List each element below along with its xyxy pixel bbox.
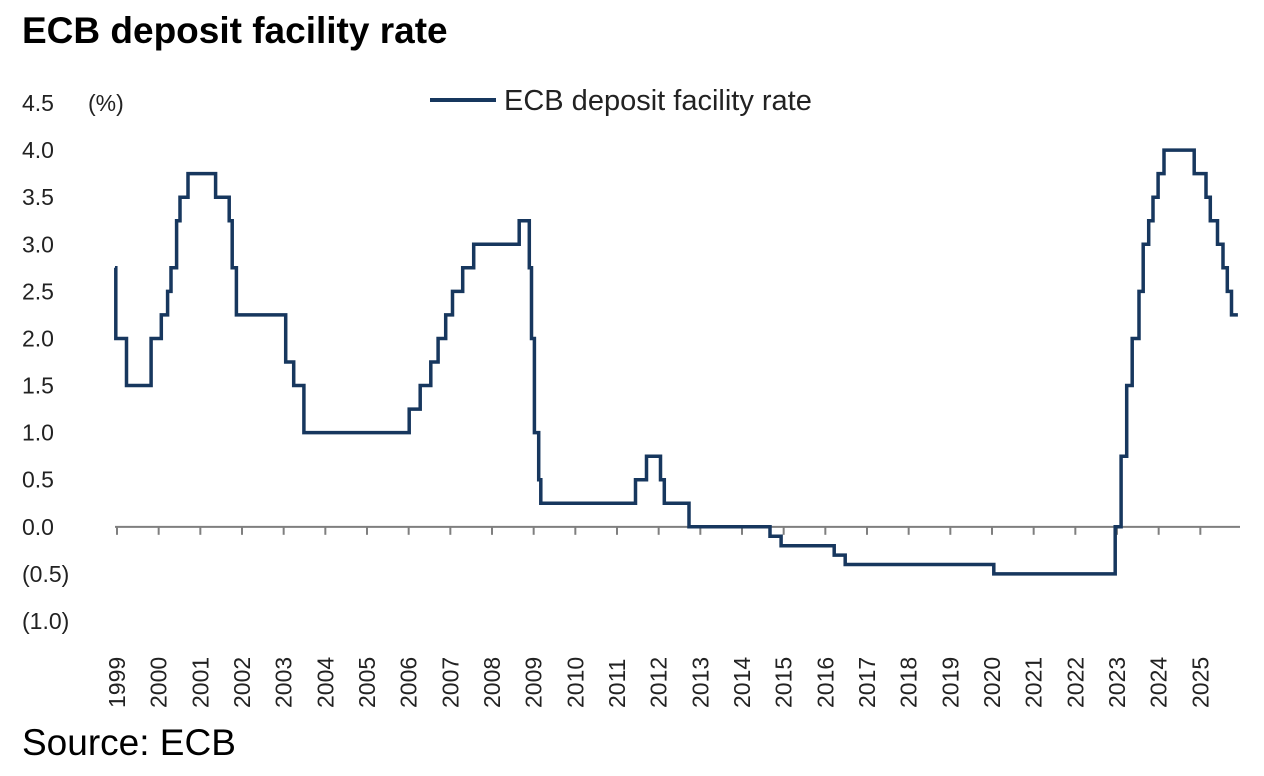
x-tick-label: 2023	[1104, 657, 1130, 708]
x-tick-label: 2007	[437, 657, 463, 708]
y-axis-ticks: 4.5 4.0 3.5 3.0 2.5 2.0 1.5 1.0 0.5 0.0 (0.5) (1.0)	[22, 90, 69, 634]
series-line-0	[114, 148, 1238, 576]
x-tick-label: 2001	[187, 657, 213, 708]
x-tick-label: 2022	[1062, 657, 1088, 708]
y-tick-label: 1.0	[22, 420, 54, 446]
x-tick-label: 2004	[312, 657, 338, 708]
x-tick-label: 2019	[937, 657, 963, 708]
x-tick-label: 2003	[271, 657, 297, 708]
y-tick-label: 4.5	[22, 90, 54, 116]
x-tick-label: 2009	[521, 657, 547, 708]
x-tick-label: 2025	[1187, 657, 1213, 708]
y-tick-label: 2.5	[22, 278, 54, 304]
y-tick-label: 3.5	[22, 184, 54, 210]
y-tick-label: 1.5	[22, 373, 54, 399]
y-tick-label: 0.5	[22, 467, 54, 493]
x-tick-label: 2014	[729, 657, 755, 708]
y-axis-unit-label: (%)	[88, 90, 124, 116]
chart-title: ECB deposit facility rate	[22, 10, 448, 51]
y-tick-label: (0.5)	[22, 561, 69, 587]
x-tick-label: 2018	[896, 657, 922, 708]
x-tick-label: 2017	[854, 657, 880, 708]
x-tick-label: 2021	[1021, 657, 1047, 708]
y-tick-label: 2.0	[22, 325, 54, 351]
x-tick-label: 2000	[146, 657, 172, 708]
x-tick-label: 2012	[646, 657, 672, 708]
x-tick-label: 2016	[812, 657, 838, 708]
series-layer	[114, 148, 1238, 576]
x-tick-label: 2013	[687, 657, 713, 708]
x-tick-label: 2005	[354, 657, 380, 708]
y-tick-label: (1.0)	[22, 608, 69, 634]
x-tick-label: 2024	[1146, 657, 1172, 708]
x-tick-label: 2015	[771, 657, 797, 708]
x-tick-label: 2006	[396, 657, 422, 708]
x-tick-label: 1999	[104, 657, 130, 708]
y-tick-label: 0.0	[22, 514, 54, 540]
x-tick-label: 2011	[604, 659, 630, 708]
x-tick-label: 2008	[479, 657, 505, 708]
y-tick-label: 3.0	[22, 231, 54, 257]
x-tick-label: 2010	[562, 657, 588, 708]
source-note: Source: ECB	[22, 722, 236, 763]
y-tick-label: 4.0	[22, 137, 54, 163]
legend: ECB deposit facility rate	[430, 85, 812, 117]
x-axis: 1999 2000 2001 2002 2003 2004 2005 2006 2007 2008…	[104, 525, 1240, 708]
x-tick-label: 2002	[229, 657, 255, 708]
legend-label: ECB deposit facility rate	[504, 85, 812, 117]
x-tick-label: 2020	[979, 657, 1005, 708]
